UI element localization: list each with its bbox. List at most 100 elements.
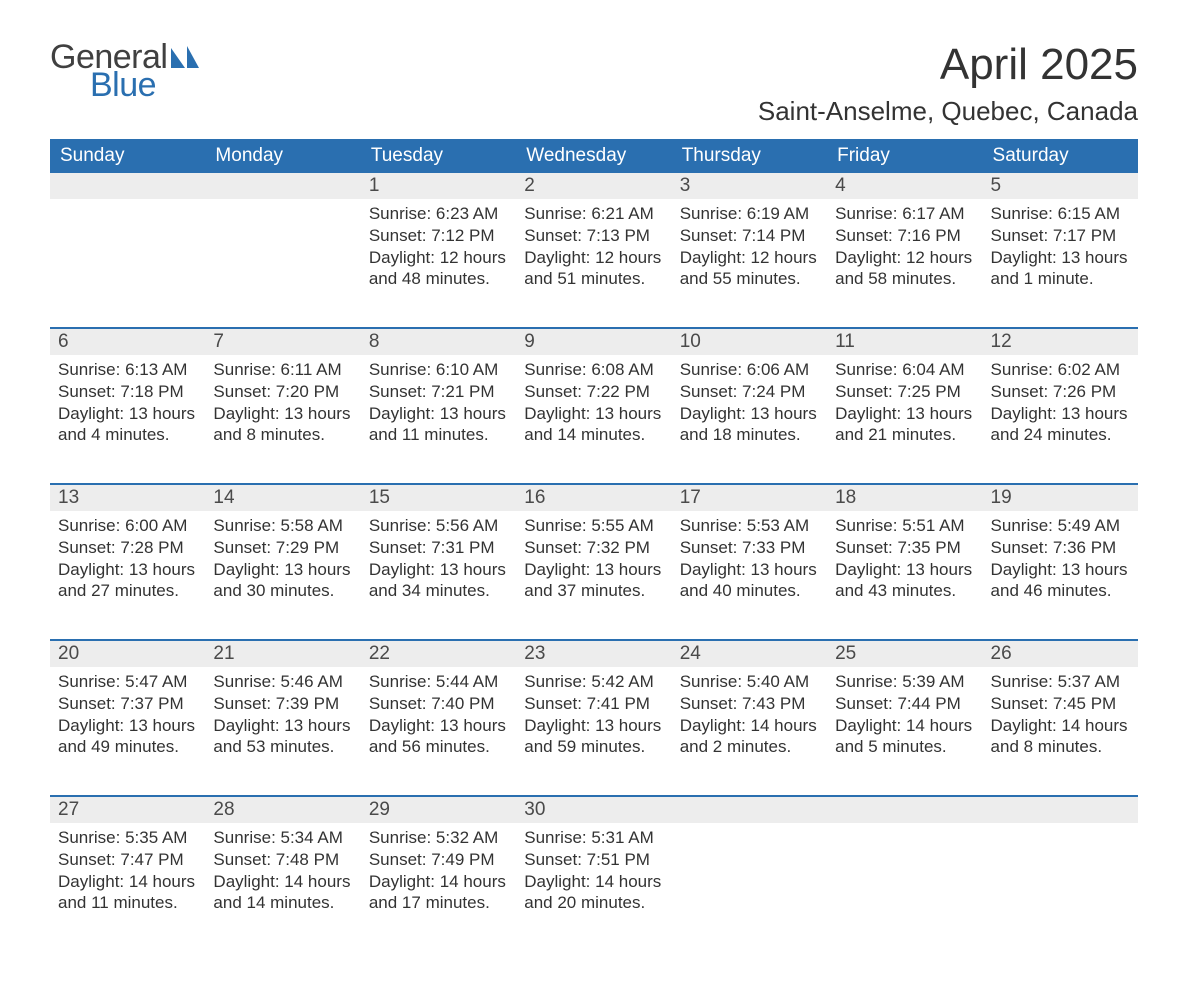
sunrise-line: Sunrise: 6:15 AM: [991, 203, 1130, 225]
day-header: Friday: [827, 139, 982, 173]
daylight-line: Daylight: 12 hours and 55 minutes.: [680, 247, 819, 291]
sunrise-line: Sunrise: 5:32 AM: [369, 827, 508, 849]
day-cell: Sunrise: 5:40 AMSunset: 7:43 PMDaylight:…: [672, 667, 827, 795]
sunset-line: Sunset: 7:47 PM: [58, 849, 197, 871]
day-cell: Sunrise: 6:06 AMSunset: 7:24 PMDaylight:…: [672, 355, 827, 483]
day-cell: Sunrise: 6:00 AMSunset: 7:28 PMDaylight:…: [50, 511, 205, 639]
logo-sail-icon: [171, 46, 199, 68]
month-title: April 2025: [758, 40, 1138, 90]
sunset-line: Sunset: 7:51 PM: [524, 849, 663, 871]
sunset-line: Sunset: 7:39 PM: [213, 693, 352, 715]
day-cell: Sunrise: 5:37 AMSunset: 7:45 PMDaylight:…: [983, 667, 1138, 795]
sunrise-line: Sunrise: 5:40 AM: [680, 671, 819, 693]
sunrise-line: Sunrise: 5:46 AM: [213, 671, 352, 693]
location-subtitle: Saint-Anselme, Quebec, Canada: [758, 96, 1138, 127]
day-number-cell: 25: [827, 641, 982, 667]
day-body-row: Sunrise: 6:13 AMSunset: 7:18 PMDaylight:…: [50, 355, 1138, 483]
day-number-cell: 30: [516, 797, 671, 823]
sunrise-line: Sunrise: 6:06 AM: [680, 359, 819, 381]
sunset-line: Sunset: 7:18 PM: [58, 381, 197, 403]
sunset-line: Sunset: 7:43 PM: [680, 693, 819, 715]
day-number-cell: 4: [827, 173, 982, 199]
day-cell: Sunrise: 6:11 AMSunset: 7:20 PMDaylight:…: [205, 355, 360, 483]
day-cell: Sunrise: 6:13 AMSunset: 7:18 PMDaylight:…: [50, 355, 205, 483]
day-cell: Sunrise: 5:47 AMSunset: 7:37 PMDaylight:…: [50, 667, 205, 795]
sunset-line: Sunset: 7:12 PM: [369, 225, 508, 247]
day-cell: [983, 823, 1138, 951]
sunrise-line: Sunrise: 6:21 AM: [524, 203, 663, 225]
day-number-cell: 17: [672, 485, 827, 511]
sunset-line: Sunset: 7:41 PM: [524, 693, 663, 715]
sunrise-line: Sunrise: 5:37 AM: [991, 671, 1130, 693]
daylight-line: Daylight: 12 hours and 58 minutes.: [835, 247, 974, 291]
daylight-line: Daylight: 13 hours and 59 minutes.: [524, 715, 663, 759]
sunset-line: Sunset: 7:25 PM: [835, 381, 974, 403]
day-number-cell: 28: [205, 797, 360, 823]
sunrise-line: Sunrise: 5:34 AM: [213, 827, 352, 849]
page-header: General Blue April 2025 Saint-Anselme, Q…: [50, 40, 1138, 127]
sunset-line: Sunset: 7:21 PM: [369, 381, 508, 403]
day-cell: Sunrise: 5:56 AMSunset: 7:31 PMDaylight:…: [361, 511, 516, 639]
day-number-cell: 8: [361, 329, 516, 355]
sunset-line: Sunset: 7:45 PM: [991, 693, 1130, 715]
sunset-line: Sunset: 7:40 PM: [369, 693, 508, 715]
day-number-row: 13141516171819: [50, 485, 1138, 511]
day-number-cell: 10: [672, 329, 827, 355]
sunrise-line: Sunrise: 5:51 AM: [835, 515, 974, 537]
day-body-row: Sunrise: 5:47 AMSunset: 7:37 PMDaylight:…: [50, 667, 1138, 795]
day-number-cell: 22: [361, 641, 516, 667]
day-number-row: 20212223242526: [50, 641, 1138, 667]
day-number-cell: 16: [516, 485, 671, 511]
sunset-line: Sunset: 7:24 PM: [680, 381, 819, 403]
daylight-line: Daylight: 13 hours and 18 minutes.: [680, 403, 819, 447]
logo: General Blue: [50, 40, 199, 102]
day-cell: Sunrise: 5:55 AMSunset: 7:32 PMDaylight:…: [516, 511, 671, 639]
sunrise-line: Sunrise: 5:42 AM: [524, 671, 663, 693]
daylight-line: Daylight: 13 hours and 8 minutes.: [213, 403, 352, 447]
sunset-line: Sunset: 7:35 PM: [835, 537, 974, 559]
sunset-line: Sunset: 7:13 PM: [524, 225, 663, 247]
daylight-line: Daylight: 13 hours and 27 minutes.: [58, 559, 197, 603]
sunrise-line: Sunrise: 5:39 AM: [835, 671, 974, 693]
sunrise-line: Sunrise: 5:58 AM: [213, 515, 352, 537]
day-number-cell: 29: [361, 797, 516, 823]
day-cell: Sunrise: 6:17 AMSunset: 7:16 PMDaylight:…: [827, 199, 982, 327]
day-cell: Sunrise: 6:19 AMSunset: 7:14 PMDaylight:…: [672, 199, 827, 327]
day-cell: Sunrise: 6:08 AMSunset: 7:22 PMDaylight:…: [516, 355, 671, 483]
day-number-cell: 6: [50, 329, 205, 355]
daylight-line: Daylight: 12 hours and 48 minutes.: [369, 247, 508, 291]
day-cell: Sunrise: 5:44 AMSunset: 7:40 PMDaylight:…: [361, 667, 516, 795]
daylight-line: Daylight: 13 hours and 46 minutes.: [991, 559, 1130, 603]
day-cell: Sunrise: 5:42 AMSunset: 7:41 PMDaylight:…: [516, 667, 671, 795]
daylight-line: Daylight: 13 hours and 40 minutes.: [680, 559, 819, 603]
day-number-cell: 11: [827, 329, 982, 355]
sunset-line: Sunset: 7:33 PM: [680, 537, 819, 559]
day-cell: [827, 823, 982, 951]
sunset-line: Sunset: 7:48 PM: [213, 849, 352, 871]
day-cell: Sunrise: 5:46 AMSunset: 7:39 PMDaylight:…: [205, 667, 360, 795]
sunset-line: Sunset: 7:17 PM: [991, 225, 1130, 247]
day-number-cell: [672, 797, 827, 823]
day-number-row: 27282930: [50, 797, 1138, 823]
day-header-row: SundayMondayTuesdayWednesdayThursdayFrid…: [50, 139, 1138, 173]
day-number-row: 6789101112: [50, 329, 1138, 355]
day-header: Tuesday: [361, 139, 516, 173]
sunset-line: Sunset: 7:26 PM: [991, 381, 1130, 403]
sunrise-line: Sunrise: 5:56 AM: [369, 515, 508, 537]
daylight-line: Daylight: 13 hours and 11 minutes.: [369, 403, 508, 447]
sunset-line: Sunset: 7:37 PM: [58, 693, 197, 715]
sunset-line: Sunset: 7:32 PM: [524, 537, 663, 559]
day-number-cell: [983, 797, 1138, 823]
day-number-cell: 19: [983, 485, 1138, 511]
sunrise-line: Sunrise: 6:02 AM: [991, 359, 1130, 381]
day-body-row: Sunrise: 5:35 AMSunset: 7:47 PMDaylight:…: [50, 823, 1138, 951]
daylight-line: Daylight: 13 hours and 1 minute.: [991, 247, 1130, 291]
sunset-line: Sunset: 7:49 PM: [369, 849, 508, 871]
sunset-line: Sunset: 7:31 PM: [369, 537, 508, 559]
daylight-line: Daylight: 12 hours and 51 minutes.: [524, 247, 663, 291]
day-number-cell: 24: [672, 641, 827, 667]
day-number-cell: 26: [983, 641, 1138, 667]
sunrise-line: Sunrise: 5:31 AM: [524, 827, 663, 849]
daylight-line: Daylight: 13 hours and 30 minutes.: [213, 559, 352, 603]
daylight-line: Daylight: 14 hours and 14 minutes.: [213, 871, 352, 915]
